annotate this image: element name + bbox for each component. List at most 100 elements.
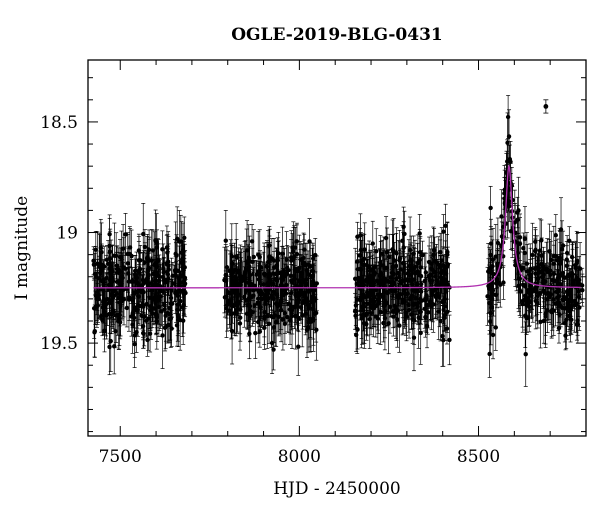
data-point	[93, 231, 98, 269]
data-point	[145, 234, 150, 282]
data-point	[447, 314, 452, 366]
data-point	[175, 274, 181, 318]
y-tick-label: 19	[56, 224, 78, 244]
data-point	[177, 210, 182, 274]
data-point	[388, 263, 394, 292]
data-point	[147, 266, 152, 329]
data-point	[547, 223, 552, 279]
data-point	[240, 261, 245, 301]
data-point	[433, 279, 439, 315]
data-point	[99, 245, 105, 296]
data-point	[411, 296, 417, 345]
data-point	[489, 235, 494, 300]
data-point	[533, 272, 538, 330]
y-axis-label: I magnitude	[12, 196, 32, 300]
data-point	[132, 255, 138, 287]
x-tick-label: 7500	[99, 447, 142, 467]
outlier-point	[543, 99, 549, 114]
data-point	[546, 266, 551, 321]
data-point	[296, 317, 301, 376]
data-point	[402, 210, 407, 257]
data-point	[289, 282, 294, 331]
data-point	[362, 222, 367, 277]
data-point	[385, 260, 390, 326]
data-point	[400, 225, 405, 257]
data-point	[493, 261, 499, 329]
x-tick-label: 8500	[457, 447, 500, 467]
data-point	[441, 214, 446, 250]
data-point	[163, 312, 169, 342]
data-point	[251, 229, 256, 285]
data-point	[573, 240, 578, 296]
data-point	[234, 239, 239, 277]
data-point	[540, 261, 545, 293]
data-point	[384, 227, 390, 277]
data-point	[369, 270, 375, 299]
data-point	[416, 286, 421, 349]
data-point	[288, 252, 293, 300]
data-point	[141, 203, 146, 266]
data-point	[370, 220, 375, 267]
data-point	[275, 237, 280, 279]
data-point	[563, 320, 568, 351]
data-point	[134, 292, 140, 329]
data-point	[149, 298, 155, 329]
data-point	[543, 284, 548, 348]
data-point	[410, 270, 415, 310]
data-point	[308, 278, 313, 338]
data-point	[224, 278, 229, 338]
data-point	[430, 257, 436, 323]
data-point	[228, 243, 234, 299]
data-point	[149, 273, 154, 307]
data-point	[378, 278, 383, 345]
data-point	[92, 304, 98, 358]
data-point	[129, 259, 134, 304]
data-point	[273, 275, 279, 333]
data-point	[229, 297, 235, 365]
data-point	[168, 281, 174, 315]
data-point	[564, 245, 569, 287]
data-point	[539, 237, 544, 274]
y-tick-label: 18.5	[40, 113, 78, 133]
data-point	[530, 257, 536, 323]
data-point	[179, 221, 184, 285]
data-point	[535, 263, 540, 329]
data-point	[377, 248, 383, 304]
data-point	[145, 323, 150, 357]
data-point	[107, 217, 112, 274]
data-point	[140, 274, 146, 338]
data-point	[567, 226, 572, 256]
data-point	[181, 276, 186, 334]
y-axis: 18.5 19 19.5	[40, 77, 586, 433]
data-point	[294, 222, 300, 286]
data-point	[562, 259, 567, 296]
data-point	[304, 301, 310, 359]
data-point	[445, 222, 450, 282]
data-point	[300, 283, 305, 348]
data-point	[570, 244, 575, 308]
data-point	[359, 286, 365, 345]
data-point	[412, 239, 418, 294]
data-point	[91, 246, 96, 276]
data-point	[516, 176, 521, 244]
data-point	[178, 270, 183, 302]
data-point	[374, 228, 379, 274]
data-point	[150, 229, 156, 272]
plot-frame	[87, 59, 587, 437]
data-point	[405, 260, 410, 298]
data-point	[252, 288, 257, 323]
data-point	[301, 257, 306, 303]
data-point	[528, 243, 533, 308]
data-point	[418, 250, 424, 303]
model-curve	[93, 164, 581, 289]
data-point	[278, 278, 284, 343]
data-point	[123, 246, 128, 291]
x-tick-label: 8000	[278, 447, 321, 467]
data-point	[431, 228, 437, 273]
data-point	[98, 299, 104, 333]
data-point	[381, 303, 386, 343]
data-point	[110, 263, 116, 299]
data-point	[153, 293, 159, 336]
data-point	[355, 221, 360, 252]
data-point	[160, 301, 165, 369]
